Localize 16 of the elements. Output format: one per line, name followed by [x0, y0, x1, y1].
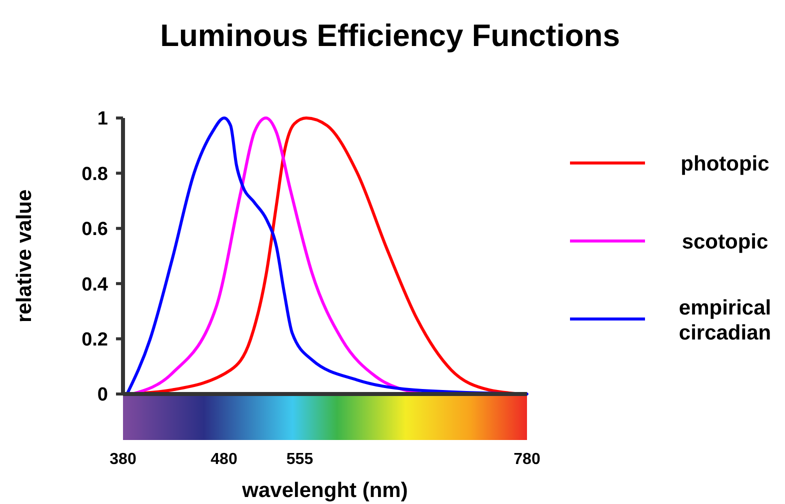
chart-title: Luminous Efficiency Functions	[160, 18, 620, 53]
x-tick-label: 380	[110, 451, 136, 468]
y-tick-label: 0.8	[82, 164, 108, 185]
legend-label: photopic	[680, 152, 770, 176]
y-tick-label: 0.6	[82, 219, 108, 240]
x-axis-title: wavelenght (nm)	[241, 479, 408, 502]
y-tick-label: 0	[97, 384, 108, 406]
x-tick-label: 555	[286, 451, 314, 468]
x-tick-label: 780	[514, 451, 540, 468]
y-tick-label: 1	[97, 108, 108, 130]
x-tick-label: 480	[210, 451, 238, 468]
legend-label: scotopic	[682, 230, 768, 254]
y-tick-label: 0.4	[82, 274, 108, 296]
y-axis-title: relative value	[13, 189, 36, 323]
y-tick-label: 0.2	[82, 329, 108, 350]
legend-label: empirical circadian	[678, 296, 772, 344]
